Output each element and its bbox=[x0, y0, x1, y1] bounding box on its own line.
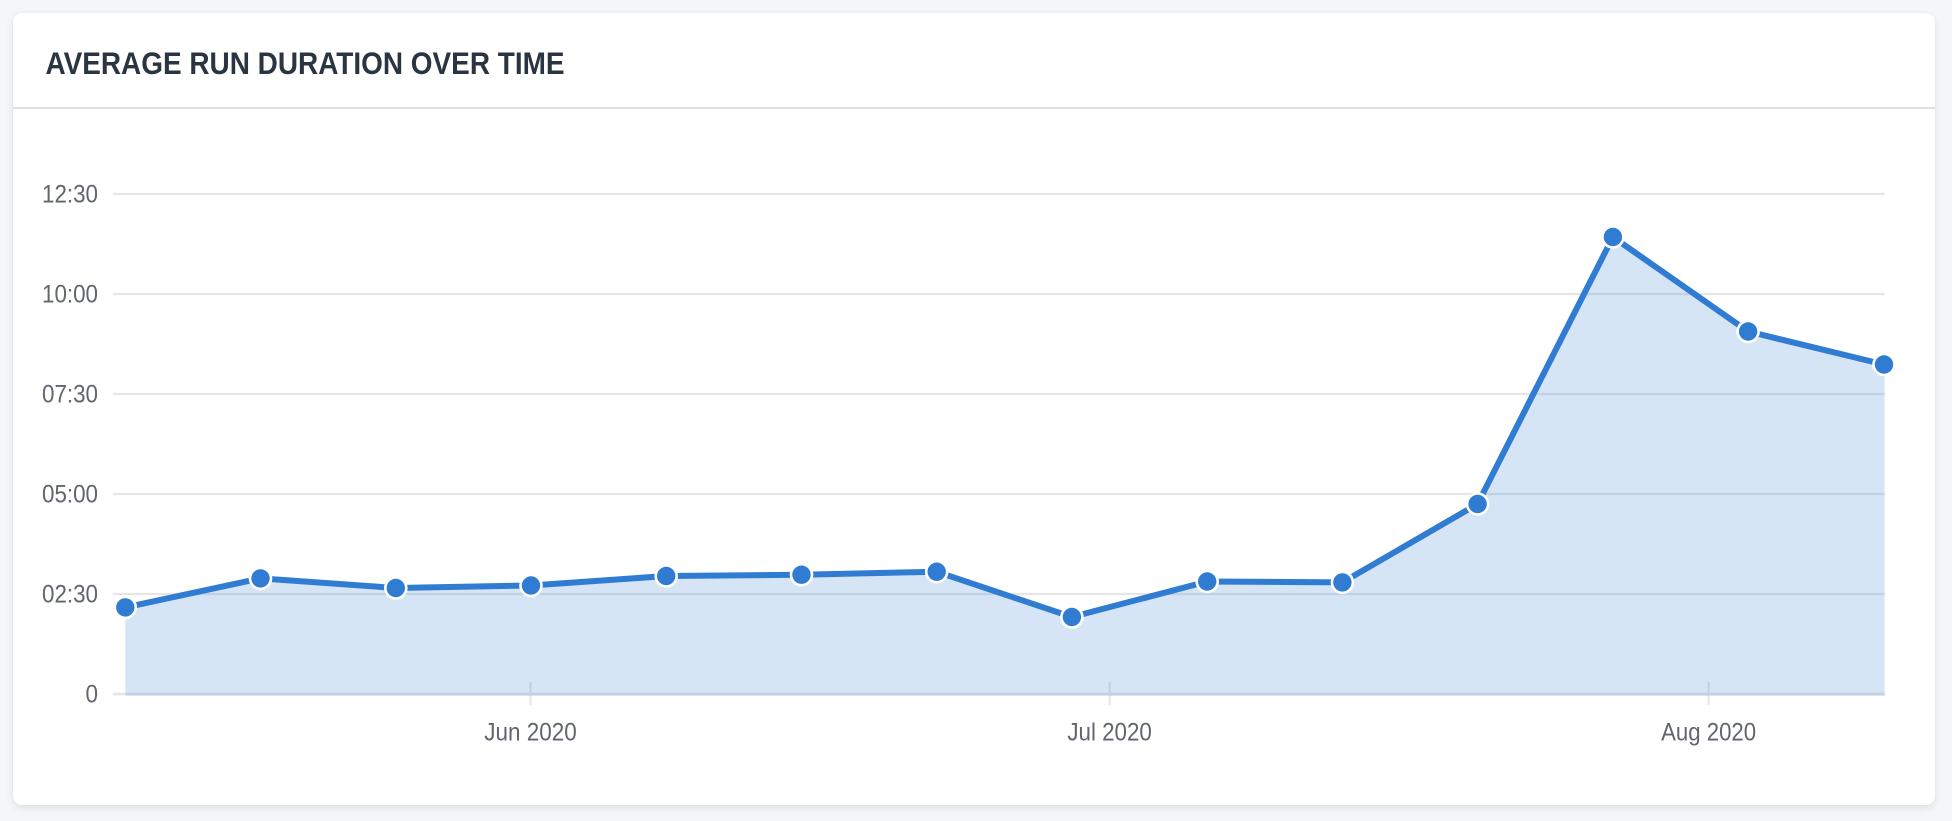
svg-text:10:00: 10:00 bbox=[42, 280, 98, 308]
svg-text:0: 0 bbox=[86, 680, 99, 708]
svg-text:05:00: 05:00 bbox=[42, 480, 98, 508]
svg-text:07:30: 07:30 bbox=[42, 380, 98, 408]
svg-text:02:30: 02:30 bbox=[42, 580, 98, 608]
svg-text:Jun 2020: Jun 2020 bbox=[484, 718, 577, 746]
svg-text:AVERAGE RUN DURATION OVER TIME: AVERAGE RUN DURATION OVER TIME bbox=[46, 46, 565, 81]
svg-text:Jul 2020: Jul 2020 bbox=[1067, 718, 1152, 746]
svg-text:12:30: 12:30 bbox=[42, 180, 98, 208]
svg-text:Aug 2020: Aug 2020 bbox=[1661, 718, 1756, 746]
